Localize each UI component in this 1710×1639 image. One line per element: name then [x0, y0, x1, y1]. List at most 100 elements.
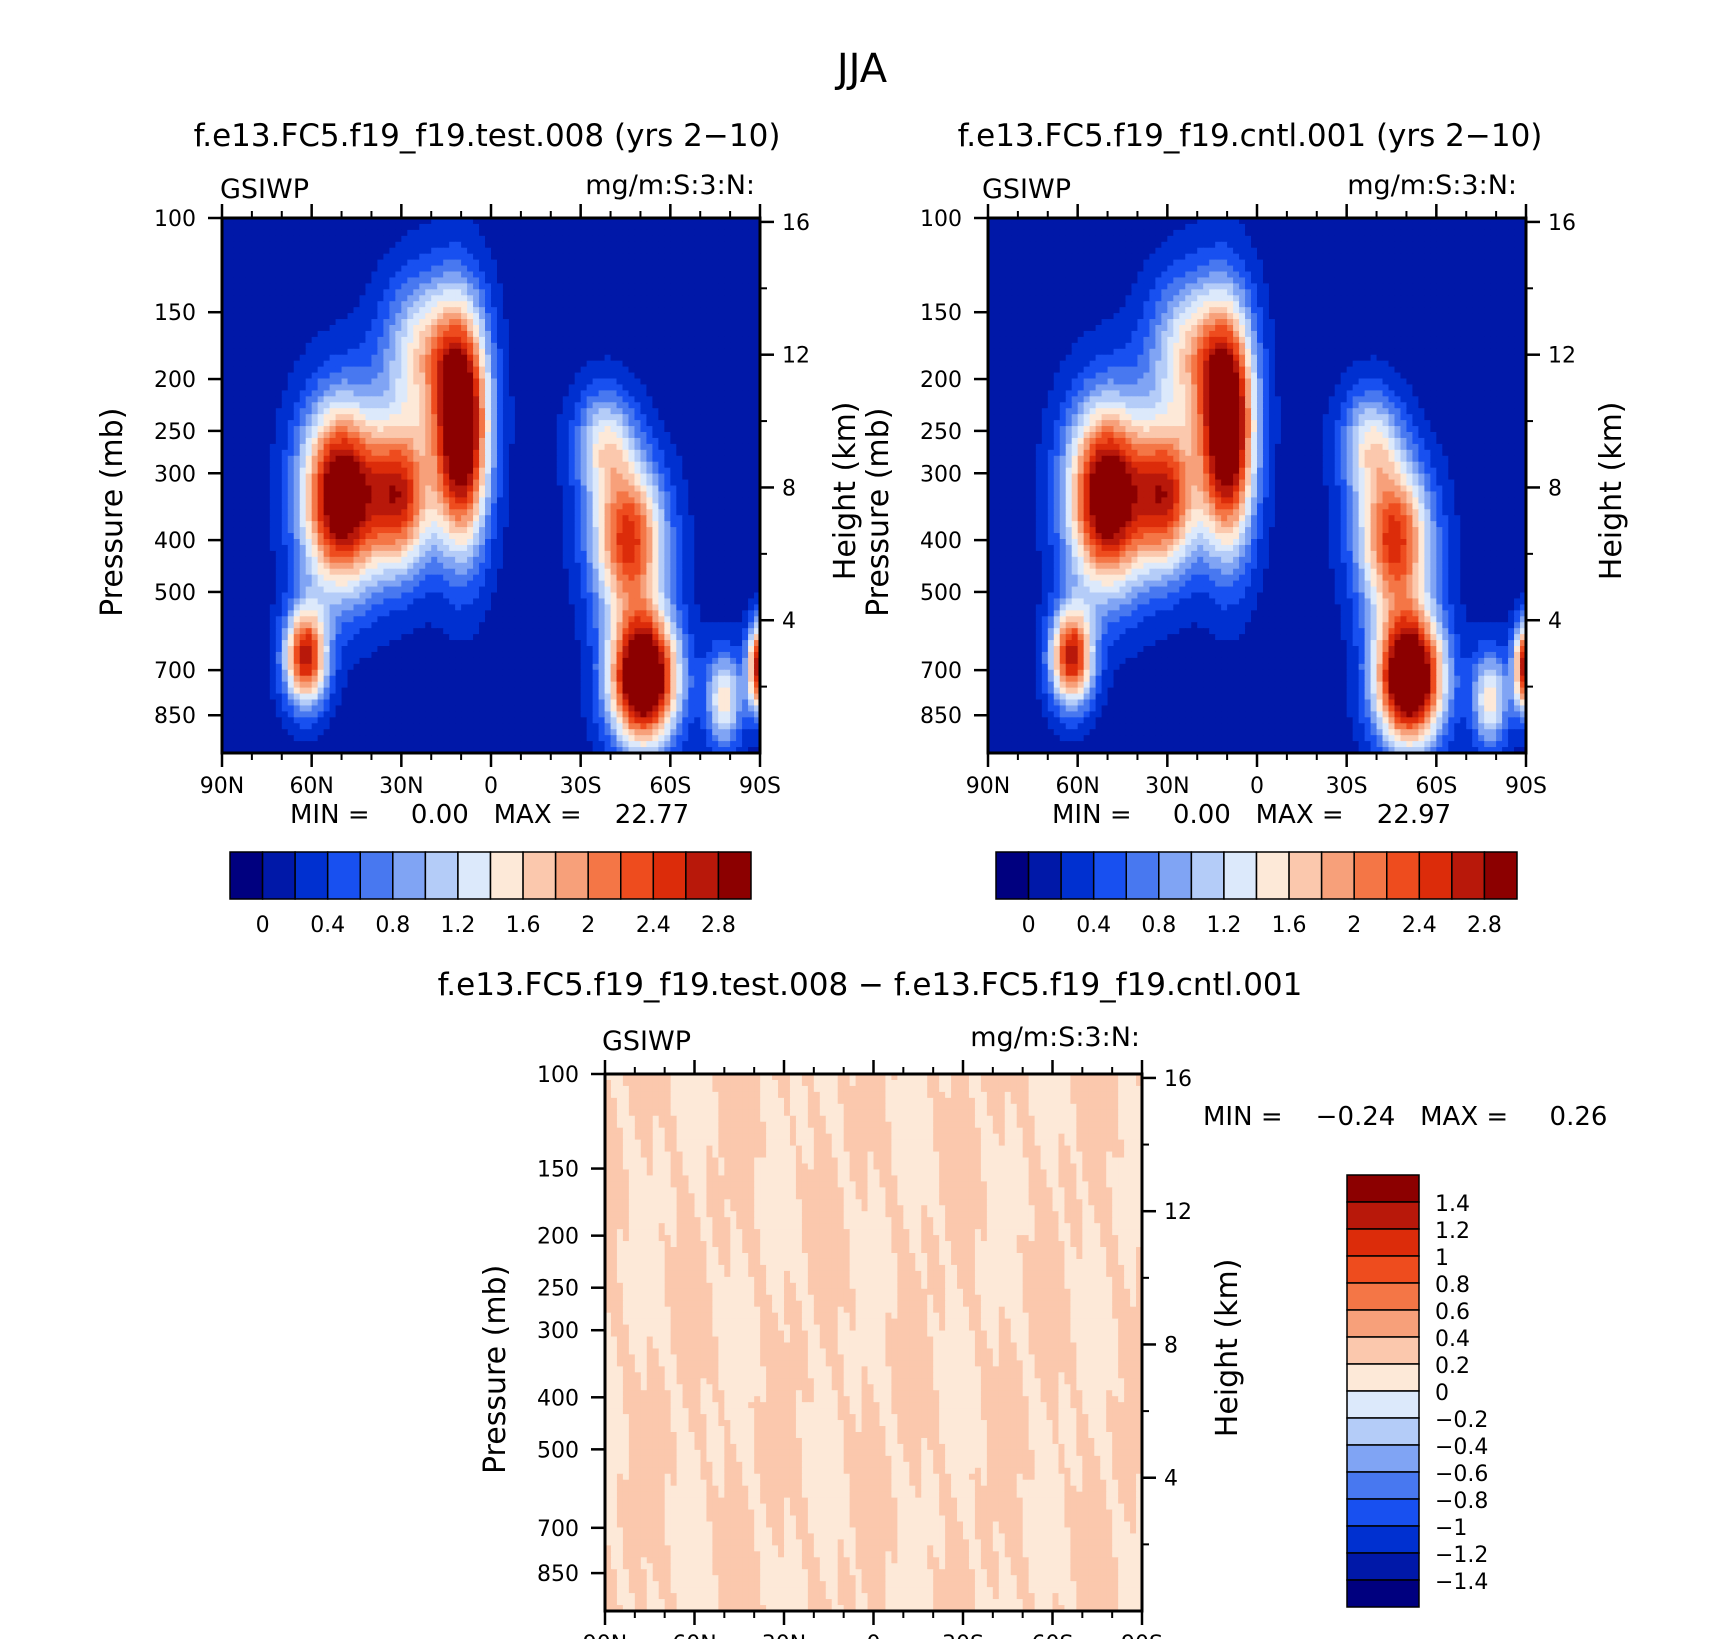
contour-cell [473, 325, 480, 332]
contour-cell [395, 373, 402, 380]
contour-cell [425, 420, 432, 427]
contour-cell [706, 462, 713, 469]
contour-cell [377, 515, 384, 522]
contour-cell [330, 474, 337, 481]
contour-cell [431, 444, 438, 451]
contour-cell [431, 438, 438, 445]
contour-cell [228, 414, 235, 421]
contour-cell [640, 438, 647, 445]
contour-cell [401, 266, 408, 273]
contour-cell [664, 414, 671, 421]
contour-cell [599, 402, 606, 409]
contour-cell [359, 283, 366, 290]
contour-cell [605, 289, 612, 296]
contour-cell [246, 491, 253, 498]
contour-cell [718, 420, 725, 427]
contour-cell [694, 503, 701, 510]
contour-cell [276, 248, 283, 255]
contour-cell [359, 384, 366, 391]
contour-cell [288, 432, 295, 439]
contour-cell [342, 491, 349, 498]
contour-cell [365, 456, 372, 463]
contour-cell [228, 289, 235, 296]
contour-cell [264, 420, 271, 427]
contour-cell [383, 325, 390, 332]
contour-cell [623, 438, 630, 445]
contour-cell [461, 337, 468, 344]
contour-cell [401, 384, 408, 391]
contour-cell [246, 444, 253, 451]
contour-cell [545, 438, 552, 445]
contour-cell [533, 450, 540, 457]
contour-cell [282, 272, 289, 279]
contour-cell [228, 277, 235, 284]
contour-cell [509, 503, 516, 510]
contour-cell [377, 408, 384, 415]
contour-cell [623, 248, 630, 255]
contour-cell [599, 307, 606, 314]
contour-cell [497, 254, 504, 261]
contour-cell [342, 539, 349, 546]
contour-cell [443, 545, 450, 552]
contour-cell [413, 533, 420, 540]
contour-cell [288, 545, 295, 552]
contour-cell [724, 283, 731, 290]
contour-cell [228, 486, 235, 493]
contour-cell [294, 254, 301, 261]
contour-cell [575, 283, 582, 290]
contour-cell [658, 396, 665, 403]
contour-cell [658, 402, 665, 409]
contour-cell [634, 236, 641, 243]
contour-cell [306, 390, 313, 397]
contour-cell [563, 414, 570, 421]
contour-cell [730, 408, 737, 415]
contour-cell [485, 390, 492, 397]
contour-cell [437, 337, 444, 344]
contour-cell [443, 486, 450, 493]
contour-cell [377, 491, 384, 498]
contour-cell [569, 497, 576, 504]
contour-cell [617, 503, 624, 510]
contour-cell [557, 230, 564, 237]
contour-cell [670, 230, 677, 237]
contour-cell [348, 236, 355, 243]
contour-cell [312, 367, 319, 374]
contour-cell [551, 432, 558, 439]
contour-cell [383, 456, 390, 463]
contour-cell [640, 533, 647, 540]
contour-cell [587, 390, 594, 397]
contour-cell [646, 390, 653, 397]
contour-cell [294, 236, 301, 243]
contour-cell [491, 390, 498, 397]
contour-cell [395, 319, 402, 326]
contour-cell [611, 337, 618, 344]
contour-cell [557, 349, 564, 356]
contour-cell [706, 503, 713, 510]
contour-cell [336, 295, 343, 302]
contour-cell [718, 313, 725, 320]
contour-cell [306, 349, 313, 356]
contour-cell [443, 266, 450, 273]
contour-cell [443, 420, 450, 427]
contour-cell [646, 527, 653, 534]
contour-cell [330, 307, 337, 314]
contour-cell [342, 242, 349, 249]
contour-cell [605, 408, 612, 415]
contour-cell [455, 230, 462, 237]
contour-cell [270, 480, 277, 487]
contour-cell [312, 468, 319, 475]
contour-cell [617, 384, 624, 391]
contour-cell [479, 224, 486, 231]
contour-cell [628, 230, 635, 237]
contour-cell [658, 390, 665, 397]
contour-cell [748, 301, 755, 308]
contour-cell [497, 295, 504, 302]
contour-cell [383, 230, 390, 237]
contour-cell [688, 361, 695, 368]
contour-cell [294, 480, 301, 487]
contour-cell [515, 373, 522, 380]
contour-cell [377, 438, 384, 445]
contour-cell [479, 390, 486, 397]
contour-cell [228, 295, 235, 302]
contour-cell [276, 432, 283, 439]
